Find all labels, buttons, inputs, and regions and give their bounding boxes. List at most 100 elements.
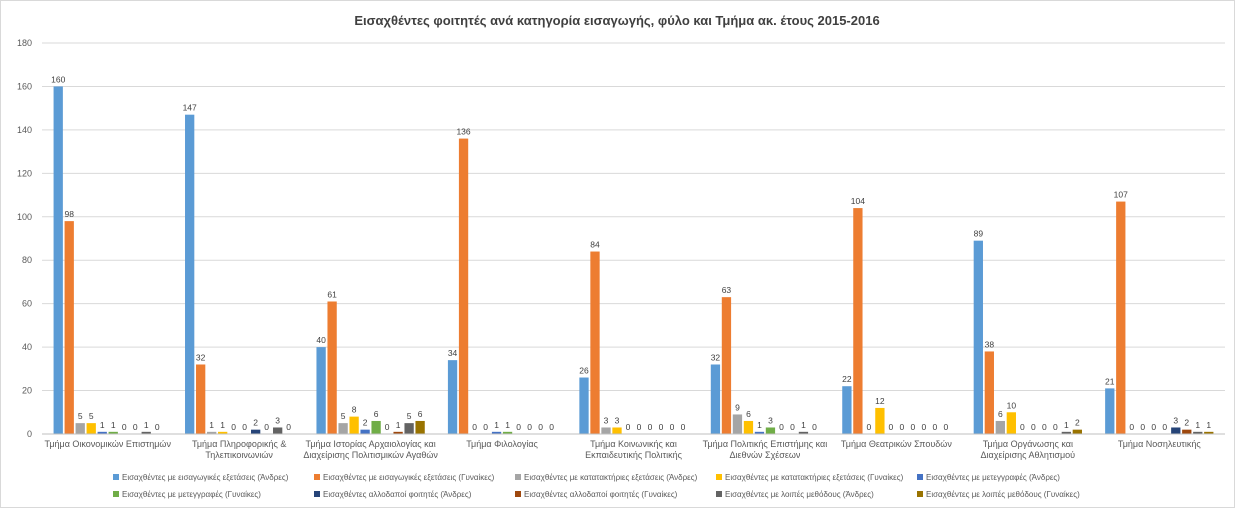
y-tick-label: 80	[22, 255, 32, 265]
bar	[1105, 388, 1115, 434]
bar	[853, 208, 863, 434]
data-label: 1	[757, 420, 762, 430]
y-tick-label: 60	[22, 299, 32, 309]
data-label: 1	[1206, 420, 1211, 430]
data-label: 0	[155, 422, 160, 432]
data-label: 0	[900, 422, 905, 432]
bar	[732, 414, 743, 434]
data-label: 6	[418, 409, 423, 419]
bar	[1006, 412, 1016, 434]
bar	[1204, 431, 1214, 434]
bar	[360, 429, 370, 434]
data-label: 0	[516, 422, 521, 432]
legend-label: Εισαχθέντες αλλοδαποί φοιτητές (Άνδρες)	[323, 490, 472, 499]
data-label: 2	[363, 418, 368, 428]
data-label: 0	[264, 422, 269, 432]
bar	[1193, 431, 1203, 434]
category-label: Εκπαιδευτικής Πολιτικής	[585, 450, 683, 460]
data-label: 5	[78, 411, 83, 421]
legend-swatch	[113, 491, 119, 497]
y-tick-label: 100	[17, 212, 32, 222]
data-label: 2	[1075, 418, 1080, 428]
bar	[798, 431, 809, 434]
bar	[765, 427, 776, 434]
data-label: 21	[1105, 376, 1115, 386]
legend-label: Εισαχθέντες με εισαγωγικές εξετάσεις (Γυ…	[323, 473, 495, 482]
data-label: 1	[396, 420, 401, 430]
data-label: 0	[538, 422, 543, 432]
category-label: Διεθνών Σχέσεων	[729, 450, 800, 460]
bar	[579, 377, 589, 434]
data-label: 0	[790, 422, 795, 432]
data-label: 0	[1151, 422, 1156, 432]
bar	[53, 86, 63, 434]
bars	[53, 86, 1214, 435]
bar	[721, 297, 732, 434]
bar	[1171, 427, 1181, 434]
bar	[875, 407, 885, 434]
y-tick-label: 180	[17, 38, 32, 48]
data-label: 3	[1173, 415, 1178, 425]
legend-label: Εισαχθέντες με κατατακτήριες εξετάσεις (…	[725, 473, 904, 482]
category-label: Τμήμα Πολιτικής Επιστήμης και	[703, 439, 828, 449]
y-tick-label: 140	[17, 125, 32, 135]
data-label: 63	[722, 285, 732, 295]
data-label: 147	[183, 103, 197, 113]
legend-swatch	[314, 491, 320, 497]
legend-swatch	[716, 474, 722, 480]
gridlines	[42, 42, 1225, 392]
data-label: 0	[1042, 422, 1047, 432]
data-label: 8	[352, 405, 357, 415]
category-label: Τμήμα Κοινωνικής και	[590, 439, 677, 449]
bar	[612, 427, 622, 434]
bar	[273, 427, 283, 434]
data-label: 0	[133, 422, 138, 432]
data-label: 32	[711, 352, 721, 362]
data-label: 1	[1195, 420, 1200, 430]
bar	[601, 427, 611, 434]
data-label: 0	[681, 422, 686, 432]
data-label: 84	[590, 240, 600, 250]
legend-label: Εισαχθέντες με μετεγγραφές (Γυναίκες)	[122, 490, 261, 499]
category-label: Τμήμα Θεατρικών Σπουδών	[841, 439, 952, 449]
data-label: 104	[851, 196, 865, 206]
bar	[349, 416, 359, 434]
legend-swatch	[716, 491, 722, 497]
category-label: Τμήμα Φιλολογίας	[466, 439, 538, 449]
data-label: 0	[1129, 422, 1134, 432]
data-label: 3	[604, 415, 609, 425]
bar	[842, 386, 852, 434]
data-label: 1	[505, 420, 510, 430]
bar	[404, 423, 414, 434]
data-label: 1	[1064, 420, 1069, 430]
data-label: 89	[974, 229, 984, 239]
category-label: Τμήμα Οργάνωσης και	[983, 439, 1073, 449]
data-label: 1	[111, 420, 116, 430]
bar	[97, 431, 107, 434]
bar	[1072, 429, 1082, 434]
data-label: 22	[842, 374, 852, 384]
bar	[1061, 431, 1071, 434]
data-label: 98	[64, 209, 74, 219]
data-label: 61	[327, 289, 337, 299]
bar	[64, 221, 74, 434]
data-label: 10	[1007, 400, 1017, 410]
bar	[458, 138, 469, 435]
bar	[491, 431, 502, 434]
data-label: 0	[242, 422, 247, 432]
y-tick-label: 0	[27, 429, 32, 439]
data-label: 0	[549, 422, 554, 432]
data-label: 0	[659, 422, 664, 432]
data-label: 0	[286, 422, 291, 432]
data-label: 0	[626, 422, 631, 432]
bar	[502, 431, 513, 434]
data-label: 0	[637, 422, 642, 432]
legend-swatch	[515, 491, 521, 497]
data-label: 0	[472, 422, 477, 432]
bar	[1182, 429, 1192, 434]
bar	[185, 114, 195, 434]
